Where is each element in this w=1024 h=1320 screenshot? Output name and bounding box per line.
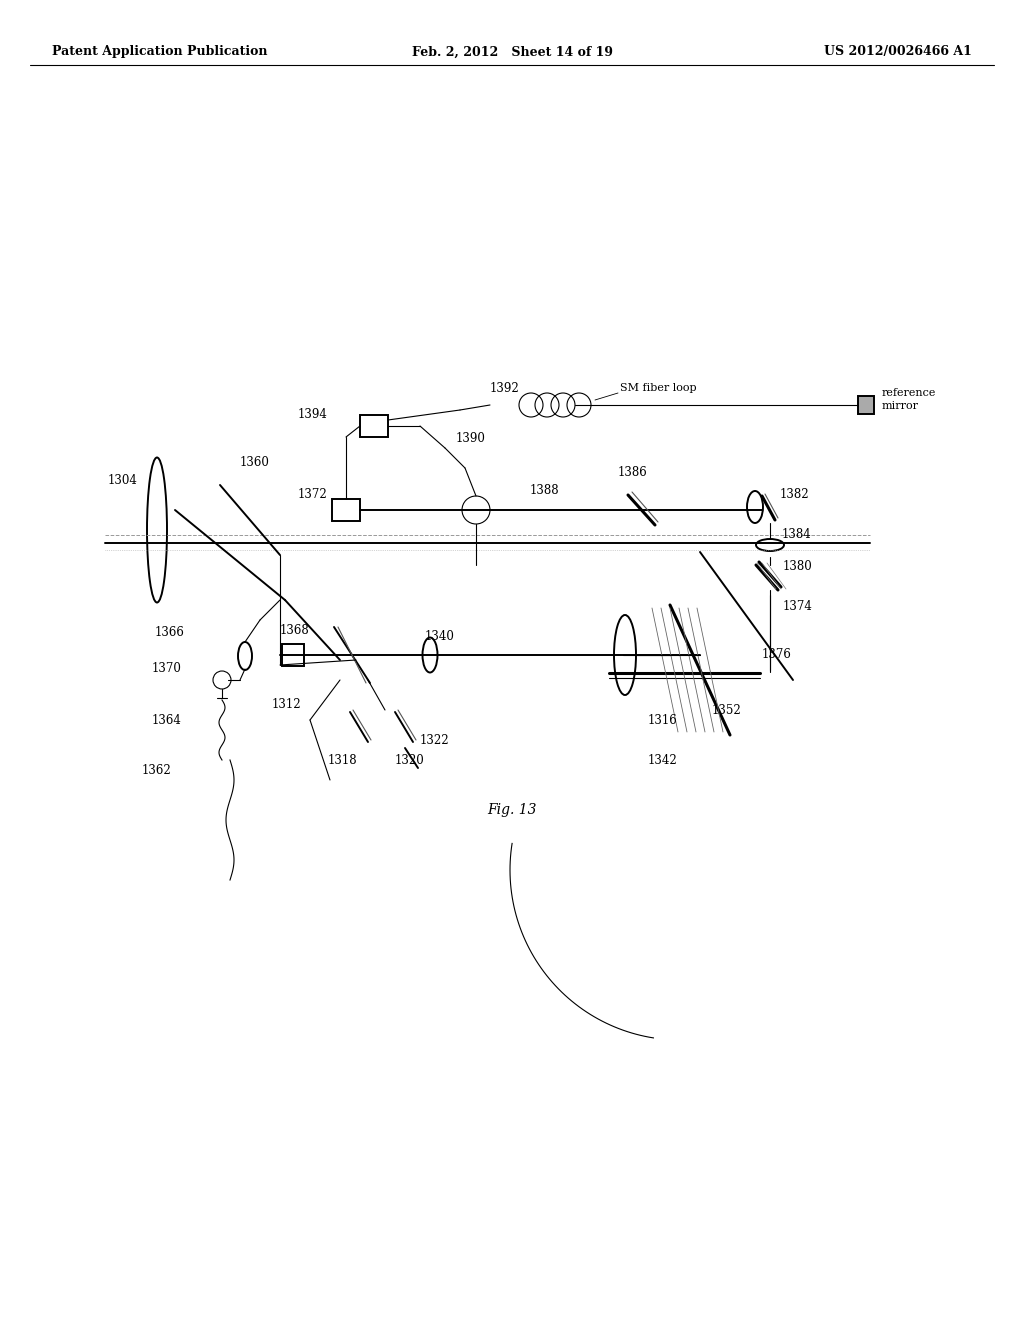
Bar <box>282 644 304 667</box>
Text: US 2012/0026466 A1: US 2012/0026466 A1 <box>824 45 972 58</box>
Text: 1374: 1374 <box>783 599 813 612</box>
Text: 1390: 1390 <box>456 432 485 445</box>
Text: 1304: 1304 <box>108 474 138 487</box>
Text: Feb. 2, 2012   Sheet 14 of 19: Feb. 2, 2012 Sheet 14 of 19 <box>412 45 612 58</box>
Text: 1384: 1384 <box>782 528 812 541</box>
Text: Patent Application Publication: Patent Application Publication <box>52 45 267 58</box>
Text: 1312: 1312 <box>272 697 302 710</box>
Text: Fig. 13: Fig. 13 <box>487 803 537 817</box>
Text: 1376: 1376 <box>762 648 792 661</box>
Text: 1388: 1388 <box>530 483 560 496</box>
Text: SM fiber loop: SM fiber loop <box>620 383 696 393</box>
Text: 1318: 1318 <box>328 754 357 767</box>
Text: 1342: 1342 <box>648 754 678 767</box>
Text: 1360: 1360 <box>240 455 270 469</box>
Text: 1364: 1364 <box>152 714 182 726</box>
Text: 1386: 1386 <box>618 466 648 479</box>
Text: 1382: 1382 <box>780 488 810 502</box>
Text: 1372: 1372 <box>298 488 328 502</box>
Text: 1322: 1322 <box>420 734 450 747</box>
Bar <box>332 499 360 521</box>
Text: 1394: 1394 <box>298 408 328 421</box>
Text: 1368: 1368 <box>280 623 309 636</box>
Text: 1352: 1352 <box>712 704 741 717</box>
Text: 1340: 1340 <box>425 631 455 644</box>
Text: mirror: mirror <box>882 401 919 411</box>
Text: 1316: 1316 <box>648 714 678 726</box>
Bar <box>858 396 874 414</box>
Text: 1362: 1362 <box>142 763 172 776</box>
Text: 1366: 1366 <box>155 626 185 639</box>
Text: 1320: 1320 <box>395 754 425 767</box>
Text: 1380: 1380 <box>783 560 813 573</box>
Text: reference: reference <box>882 388 936 399</box>
Text: 1392: 1392 <box>490 381 520 395</box>
Bar <box>360 414 388 437</box>
Text: 1370: 1370 <box>152 661 182 675</box>
